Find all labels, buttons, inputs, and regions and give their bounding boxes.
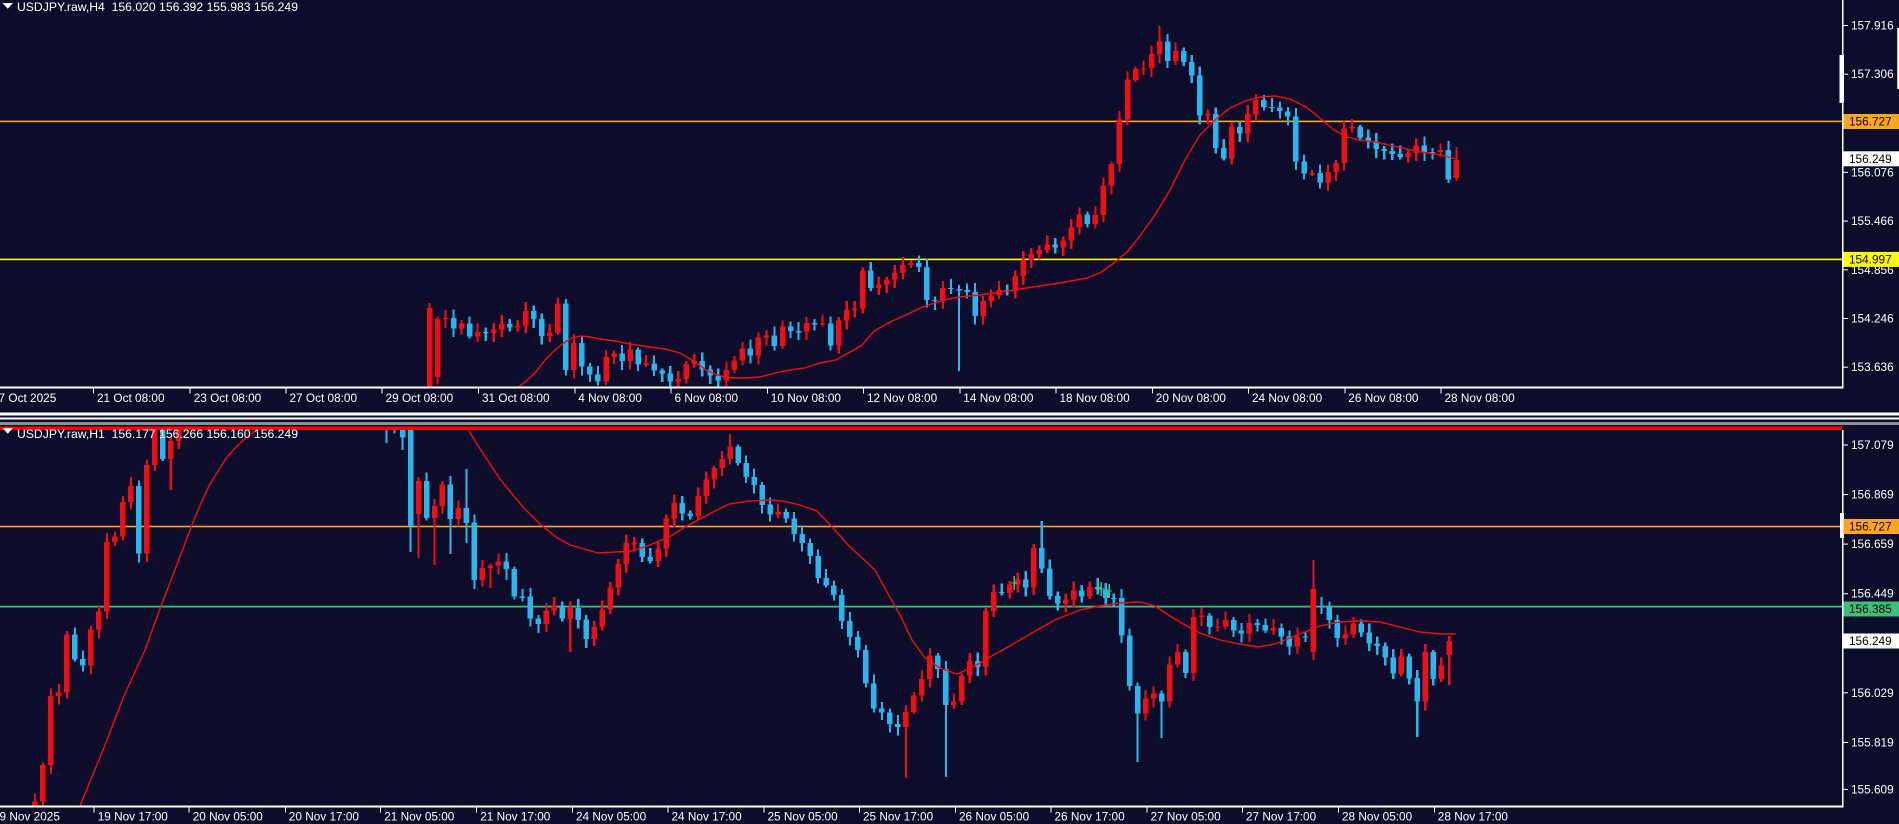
svg-text:26 Nov 17:00: 26 Nov 17:00 — [1055, 810, 1126, 824]
svg-text:20 Nov 05:00: 20 Nov 05:00 — [193, 810, 264, 824]
svg-text:26 Nov 08:00: 26 Nov 08:00 — [1348, 391, 1419, 405]
svg-text:21 Nov 17:00: 21 Nov 17:00 — [480, 810, 551, 824]
svg-text:USDJPY.raw,H4 156.020 156.392: USDJPY.raw,H4 156.020 156.392 155.983 15… — [17, 0, 298, 14]
svg-text:156.659: 156.659 — [1851, 537, 1894, 551]
svg-text:27 Nov 05:00: 27 Nov 05:00 — [1151, 810, 1222, 824]
svg-text:24 Nov 05:00: 24 Nov 05:00 — [576, 810, 647, 824]
svg-text:155.819: 155.819 — [1851, 735, 1894, 749]
svg-text:156.076: 156.076 — [1851, 165, 1894, 179]
svg-text:19 Nov 2025: 19 Nov 2025 — [0, 810, 60, 824]
svg-text:156.727: 156.727 — [1849, 115, 1892, 129]
svg-text:156.385: 156.385 — [1849, 602, 1892, 616]
svg-text:154.997: 154.997 — [1849, 252, 1892, 266]
svg-text:28 Nov 08:00: 28 Nov 08:00 — [1445, 391, 1516, 405]
svg-text:155.609: 155.609 — [1851, 782, 1894, 796]
svg-text:24 Nov 17:00: 24 Nov 17:00 — [672, 810, 743, 824]
svg-text:26 Nov 05:00: 26 Nov 05:00 — [959, 810, 1030, 824]
svg-text:4 Nov 08:00: 4 Nov 08:00 — [578, 391, 642, 405]
svg-text:27 Oct 08:00: 27 Oct 08:00 — [290, 391, 358, 405]
svg-text:28 Nov 05:00: 28 Nov 05:00 — [1342, 810, 1413, 824]
svg-text:156.727: 156.727 — [1849, 520, 1892, 534]
svg-text:157.916: 157.916 — [1851, 19, 1894, 33]
svg-text:157.306: 157.306 — [1851, 67, 1894, 81]
svg-text:156.449: 156.449 — [1851, 587, 1894, 601]
svg-text:156.249: 156.249 — [1849, 152, 1892, 166]
svg-text:25 Nov 05:00: 25 Nov 05:00 — [768, 810, 839, 824]
svg-text:156.029: 156.029 — [1851, 686, 1894, 700]
svg-text:18 Nov 08:00: 18 Nov 08:00 — [1060, 391, 1131, 405]
svg-text:12 Nov 08:00: 12 Nov 08:00 — [867, 391, 938, 405]
svg-text:156.869: 156.869 — [1851, 488, 1894, 502]
svg-text:17 Oct 2025: 17 Oct 2025 — [0, 391, 57, 405]
svg-text:23 Oct 08:00: 23 Oct 08:00 — [194, 391, 262, 405]
svg-text:20 Nov 08:00: 20 Nov 08:00 — [1156, 391, 1227, 405]
svg-text:157.079: 157.079 — [1851, 438, 1894, 452]
svg-text:153.636: 153.636 — [1851, 360, 1894, 374]
svg-text:19 Nov 17:00: 19 Nov 17:00 — [98, 810, 169, 824]
svg-text:21 Nov 05:00: 21 Nov 05:00 — [384, 810, 455, 824]
svg-text:USDJPY.raw,H1 156.177 156.266: USDJPY.raw,H1 156.177 156.266 156.160 15… — [17, 427, 298, 441]
svg-text:21 Oct 08:00: 21 Oct 08:00 — [97, 391, 165, 405]
svg-text:24 Nov 08:00: 24 Nov 08:00 — [1252, 391, 1323, 405]
svg-text:155.466: 155.466 — [1851, 214, 1894, 228]
svg-text:156.249: 156.249 — [1849, 634, 1892, 648]
svg-text:14 Nov 08:00: 14 Nov 08:00 — [963, 391, 1034, 405]
svg-text:20 Nov 17:00: 20 Nov 17:00 — [289, 810, 360, 824]
svg-text:27 Nov 17:00: 27 Nov 17:00 — [1246, 810, 1317, 824]
svg-text:28 Nov 17:00: 28 Nov 17:00 — [1438, 810, 1509, 824]
svg-text:10 Nov 08:00: 10 Nov 08:00 — [771, 391, 842, 405]
svg-text:6 Nov 08:00: 6 Nov 08:00 — [675, 391, 739, 405]
svg-text:154.246: 154.246 — [1851, 312, 1894, 326]
svg-text:29 Oct 08:00: 29 Oct 08:00 — [386, 391, 454, 405]
svg-text:25 Nov 17:00: 25 Nov 17:00 — [863, 810, 934, 824]
svg-text:31 Oct 08:00: 31 Oct 08:00 — [482, 391, 550, 405]
